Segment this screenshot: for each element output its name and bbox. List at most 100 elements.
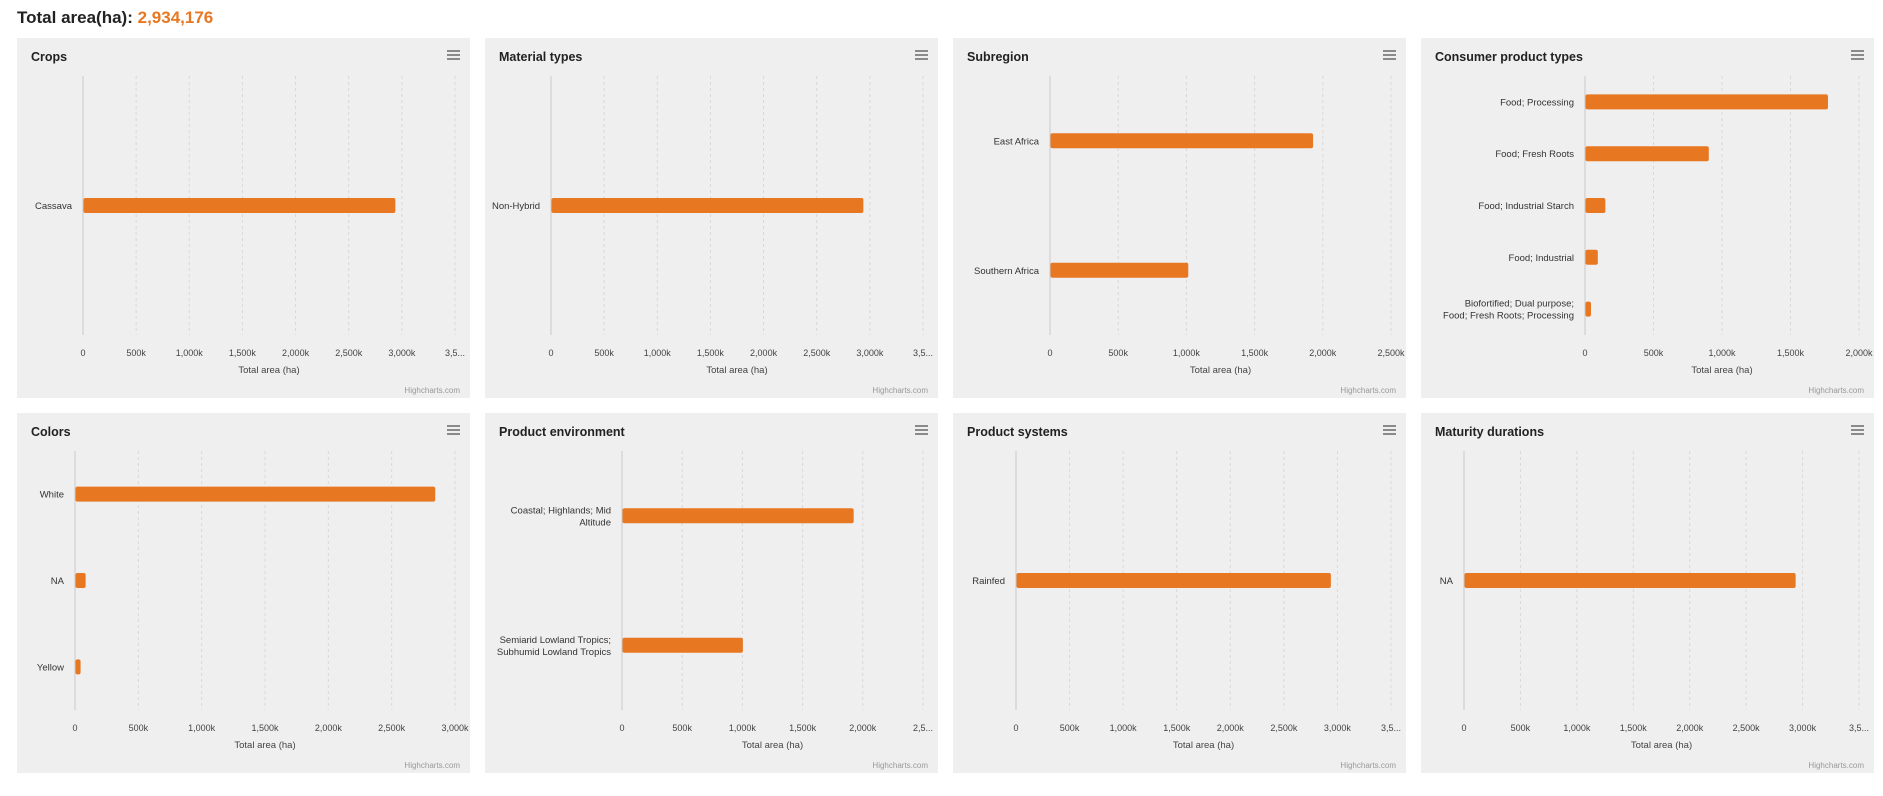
tick-label: 500k — [129, 723, 149, 733]
tick-label: 1,500k — [697, 348, 725, 358]
tick-label: 3,000k — [441, 723, 469, 733]
tick-label: 1,000k — [729, 723, 757, 733]
tick-label: 0 — [1013, 723, 1018, 733]
tick-label: 1,500k — [789, 723, 817, 733]
tick-label: 2,500k — [1733, 723, 1761, 733]
highcharts-credit-link[interactable]: Highcharts.com — [1340, 386, 1396, 395]
tick-label: 2,500k — [335, 348, 363, 358]
tick-label: 1,000k — [1110, 723, 1138, 733]
tick-label: 0 — [1461, 723, 1466, 733]
bar[interactable] — [622, 637, 743, 653]
tick-label: 500k — [126, 348, 146, 358]
tick-label: 500k — [1060, 723, 1080, 733]
hamburger-icon[interactable] — [915, 50, 928, 61]
total-area: Total area(ha): 2,934,176 — [17, 8, 213, 28]
tick-label: 1,500k — [1241, 348, 1269, 358]
highcharts-credit-link[interactable]: Highcharts.com — [404, 761, 460, 770]
chart-title: Maturity durations — [1435, 425, 1545, 439]
bar-chart: 0 500k 1,000k 1,500k 2,000k 2,500k 3,000k 3,5..… — [492, 76, 933, 376]
tick-label: 0 — [80, 348, 85, 358]
tick-label: 2,500k — [1270, 723, 1298, 733]
hamburger-icon[interactable] — [447, 50, 460, 61]
chart-title: Material types — [499, 50, 583, 64]
tick-label: 1,000k — [176, 348, 204, 358]
category-label: Food; Industrial Starch — [1478, 201, 1574, 212]
category-label: Biofortified; Dual purpose; Food; Fresh R… — [1443, 299, 1574, 322]
category-label: Semiarid Lowland Tropics; Subhumid Lowlan… — [497, 635, 611, 658]
bar-chart: 0 500k 1,000k 1,500k 2,000k 2,500k 3,000k 3,5..… — [1440, 451, 1869, 751]
bar[interactable] — [622, 508, 854, 524]
bar-chart: 0 500k 1,000k 1,500k 2,000k 2,500k Total area … — [974, 76, 1405, 376]
tick-label: 2,000k — [315, 723, 343, 733]
tick-label: 500k — [672, 723, 692, 733]
x-axis-title: Total area (ha) — [742, 740, 803, 751]
bar[interactable] — [75, 659, 81, 675]
bar[interactable] — [1585, 198, 1606, 213]
tick-label: 0 — [1047, 348, 1052, 358]
tick-label: 3,5... — [1849, 723, 1869, 733]
category-label: Food; Industrial — [1509, 253, 1574, 264]
bar[interactable] — [551, 198, 864, 213]
hamburger-icon[interactable] — [1383, 50, 1396, 61]
chart-panel-5: Colors 0 500k 1,000k 1,500k 2,000k 2,500k 3,000… — [17, 413, 470, 773]
bar[interactable] — [83, 198, 396, 213]
chart-title: Subregion — [967, 50, 1029, 64]
chart-title: Product environment — [499, 425, 625, 439]
total-area-label: Total area(ha): — [17, 8, 133, 27]
total-area-value: 2,934,176 — [137, 8, 214, 27]
bar[interactable] — [1464, 573, 1796, 588]
highcharts-credit-link[interactable]: Highcharts.com — [1808, 386, 1864, 395]
bar-chart: 0 500k 1,000k 1,500k 2,000k Total area (ha) Fo… — [1443, 76, 1873, 376]
chart-title: Product systems — [967, 425, 1068, 439]
hamburger-icon[interactable] — [447, 425, 460, 436]
category-label: Coastal; Highlands; Mid Altitude — [511, 505, 611, 528]
tick-label: 3,000k — [1324, 723, 1352, 733]
bar[interactable] — [1585, 94, 1828, 110]
tick-label: 0 — [619, 723, 624, 733]
category-label: Food; Fresh Roots — [1495, 149, 1574, 160]
x-axis-title: Total area (ha) — [1691, 365, 1752, 376]
bar[interactable] — [75, 573, 86, 588]
tick-label: 1,500k — [1620, 723, 1648, 733]
category-label: Non-Hybrid — [492, 201, 540, 212]
tick-label: 1,000k — [1563, 723, 1591, 733]
tick-label: 2,500k — [803, 348, 831, 358]
hamburger-icon[interactable] — [1383, 425, 1396, 436]
chart-panel-2: Material types 0 500k 1,000k 1,500k 2,000k 2,5… — [485, 38, 938, 398]
bar-chart: 0 500k 1,000k 1,500k 2,000k 2,500k 3,000k 3,5..… — [972, 451, 1401, 751]
highcharts-credit-link[interactable]: Highcharts.com — [872, 386, 928, 395]
chart-panel-6: Product environment 0 500k 1,000k 1,500k 2,00… — [485, 413, 938, 773]
tick-label: 1,500k — [229, 348, 257, 358]
bar[interactable] — [1050, 133, 1314, 149]
x-axis-title: Total area (ha) — [234, 740, 295, 751]
highcharts-credit-link[interactable]: Highcharts.com — [872, 761, 928, 770]
tick-label: 3,5... — [1381, 723, 1401, 733]
bar[interactable] — [1585, 301, 1591, 317]
tick-label: 2,000k — [1845, 348, 1873, 358]
x-axis-title: Total area (ha) — [238, 365, 299, 376]
highcharts-credit-link[interactable]: Highcharts.com — [1340, 761, 1396, 770]
bar[interactable] — [1050, 262, 1189, 278]
hamburger-icon[interactable] — [915, 425, 928, 436]
bar[interactable] — [75, 486, 436, 502]
bar[interactable] — [1585, 146, 1709, 162]
bar[interactable] — [1016, 573, 1331, 588]
x-axis-title: Total area (ha) — [1190, 365, 1251, 376]
highcharts-credit-link[interactable]: Highcharts.com — [1808, 761, 1864, 770]
highcharts-credit-link[interactable]: Highcharts.com — [404, 386, 460, 395]
hamburger-icon[interactable] — [1851, 50, 1864, 61]
tick-label: 2,000k — [1217, 723, 1245, 733]
x-axis-title: Total area (ha) — [706, 365, 767, 376]
tick-label: 2,5... — [913, 723, 933, 733]
hamburger-icon[interactable] — [1851, 425, 1864, 436]
tick-label: 500k — [1511, 723, 1531, 733]
tick-label: 3,5... — [445, 348, 465, 358]
bar[interactable] — [1585, 249, 1598, 265]
tick-label: 1,000k — [1173, 348, 1201, 358]
category-label: Cassava — [35, 201, 73, 212]
tick-label: 0 — [1582, 348, 1587, 358]
chart-panel-1: Crops 0 500k 1,000k 1,500k 2,000k 2,500k 3,000k… — [17, 38, 470, 398]
tick-label: 2,000k — [849, 723, 877, 733]
tick-label: 2,500k — [1377, 348, 1405, 358]
tick-label: 1,000k — [1708, 348, 1736, 358]
